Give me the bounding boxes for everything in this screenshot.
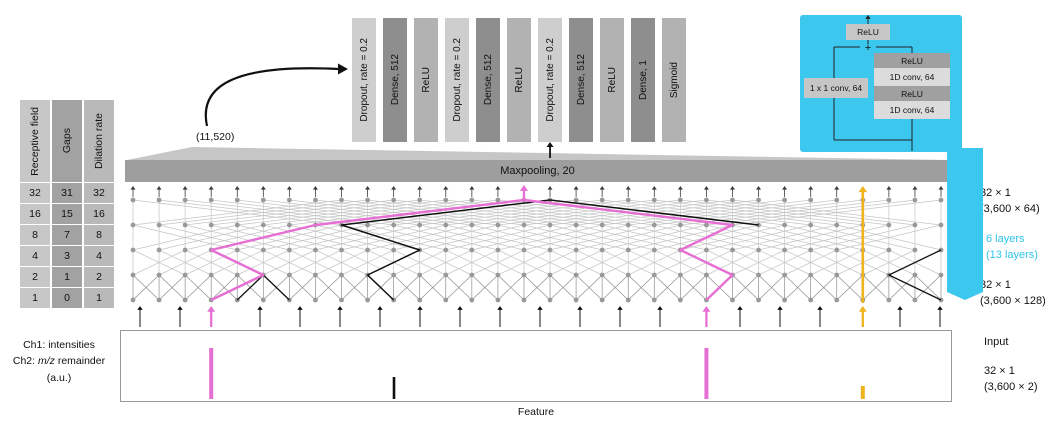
shape-top-detail: (3,600 × 64) (980, 202, 1040, 215)
channel-2-label: Ch2: m/z remainder (4, 353, 114, 369)
layer-label: Dense, 1 (637, 59, 649, 101)
shape-top: 32 × 1 (980, 187, 1011, 199)
layer-label: Sigmoid (668, 61, 680, 99)
table-cell: 1 (84, 288, 114, 308)
layer-label: Dropout, rate = 0.2 (544, 38, 556, 122)
residual-stack-relu-1: ReLU (874, 53, 950, 68)
table-cell: 31 (52, 183, 82, 203)
table-header: Gaps (52, 100, 82, 182)
input-signal-box (120, 330, 952, 402)
shape-label-top: 32 × 1 (3,600 × 64) (980, 186, 1040, 218)
table-cell: 1 (20, 288, 50, 308)
input-channel-labels: Ch1: intensities Ch2: m/z remainder (a.u… (4, 337, 114, 386)
table-column-dilation-rate: Dilation rate 32 16 8 4 2 1 (84, 100, 114, 308)
receptive-field-table: Receptive field 32 16 8 4 2 1 Gaps 31 15… (20, 100, 114, 308)
layer-dense-3: Dense, 512 (569, 18, 593, 142)
table-cell: 3 (52, 246, 82, 266)
table-cell: 7 (52, 225, 82, 245)
layer-label: Dropout, rate = 0.2 (451, 38, 463, 122)
table-header-label: Dilation rate (93, 112, 105, 170)
residual-stack-relu-2: ReLU (874, 86, 950, 101)
layer-sigmoid: Sigmoid (662, 18, 686, 142)
input-label: Input (984, 336, 1009, 348)
residual-shortcut-conv: 1 x 1 conv, 64 (804, 78, 868, 98)
table-cell: 4 (84, 246, 114, 266)
layers-count-label: 6 layers (13 layers) (986, 232, 1038, 264)
maxpooling-bar: Maxpooling, 20 (125, 160, 950, 182)
residual-stack-conv-1: 1D conv, 64 (874, 68, 950, 86)
table-cell: 1 (52, 267, 82, 287)
residual-output-relu: ReLU (846, 24, 890, 40)
table-cell: 32 (20, 183, 50, 203)
table-column-gaps: Gaps 31 15 7 3 1 0 (52, 100, 82, 308)
residual-stack-conv-2: 1D conv, 64 (874, 101, 950, 119)
layer-dropout-2: Dropout, rate = 0.2 (445, 18, 469, 142)
table-cell: 15 (52, 204, 82, 224)
table-cell: 2 (84, 267, 114, 287)
layers-count: 6 layers (986, 233, 1025, 245)
table-cell: 32 (84, 183, 114, 203)
residual-block: ReLU 1 x 1 conv, 64 ReLU 1D conv, 64 ReL… (800, 15, 962, 152)
table-cell: 2 (20, 267, 50, 287)
layer-relu-1: ReLU (414, 18, 438, 142)
channel-2-prefix: Ch2: (12, 355, 38, 368)
layer-label: ReLU (420, 67, 432, 93)
table-cell: 0 (52, 288, 82, 308)
shape-bottom: 32 × 1 (980, 279, 1011, 291)
table-cell: 8 (84, 225, 114, 245)
table-cell: 8 (20, 225, 50, 245)
table-cell: 16 (84, 204, 114, 224)
table-header-label: Receptive field (29, 106, 41, 176)
table-column-receptive-field: Receptive field 32 16 8 4 2 1 (20, 100, 50, 308)
table-header: Receptive field (20, 100, 50, 182)
layer-dense-out: Dense, 1 (631, 18, 655, 142)
flatten-size-label: (11,520) (196, 131, 235, 143)
maxpooling-label: Maxpooling, 20 (500, 165, 575, 177)
layer-label: Dropout, rate = 0.2 (358, 38, 370, 122)
layer-label: Dense, 512 (575, 54, 587, 106)
table-header: Dilation rate (84, 100, 114, 182)
layer-label: Dense, 512 (389, 54, 401, 106)
layer-dropout-1: Dropout, rate = 0.2 (352, 18, 376, 142)
channel-2-mz: m/z (37, 355, 55, 368)
layer-relu-2: ReLU (507, 18, 531, 142)
table-cell: 4 (20, 246, 50, 266)
layer-label: Dense, 512 (482, 54, 494, 106)
input-shape: 32 × 1 (984, 365, 1015, 377)
layer-label: ReLU (513, 67, 525, 93)
input-shape-detail: (3,600 × 2) (984, 380, 1038, 393)
shape-bottom-detail: (3,600 × 128) (980, 294, 1046, 307)
shape-label-bottom: 32 × 1 (3,600 × 128) (980, 278, 1046, 310)
channel-1-label: Ch1: intensities (23, 339, 95, 351)
channel-2-suffix: remainder (54, 355, 106, 368)
unit-label: (a.u.) (46, 371, 72, 384)
layer-dropout-3: Dropout, rate = 0.2 (538, 18, 562, 142)
layer-label: ReLU (606, 67, 618, 93)
table-header-label: Gaps (61, 128, 73, 154)
layers-count-alt: (13 layers) (986, 248, 1038, 261)
table-cell: 16 (20, 204, 50, 224)
feature-axis-label: Feature (517, 406, 555, 418)
input-shape-label: 32 × 1 (3,600 × 2) (984, 364, 1038, 396)
dense-head: Dropout, rate = 0.2 Dense, 512 ReLU Drop… (352, 18, 686, 142)
layer-dense-2: Dense, 512 (476, 18, 500, 142)
layer-dense-1: Dense, 512 (383, 18, 407, 142)
layer-relu-3: ReLU (600, 18, 624, 142)
